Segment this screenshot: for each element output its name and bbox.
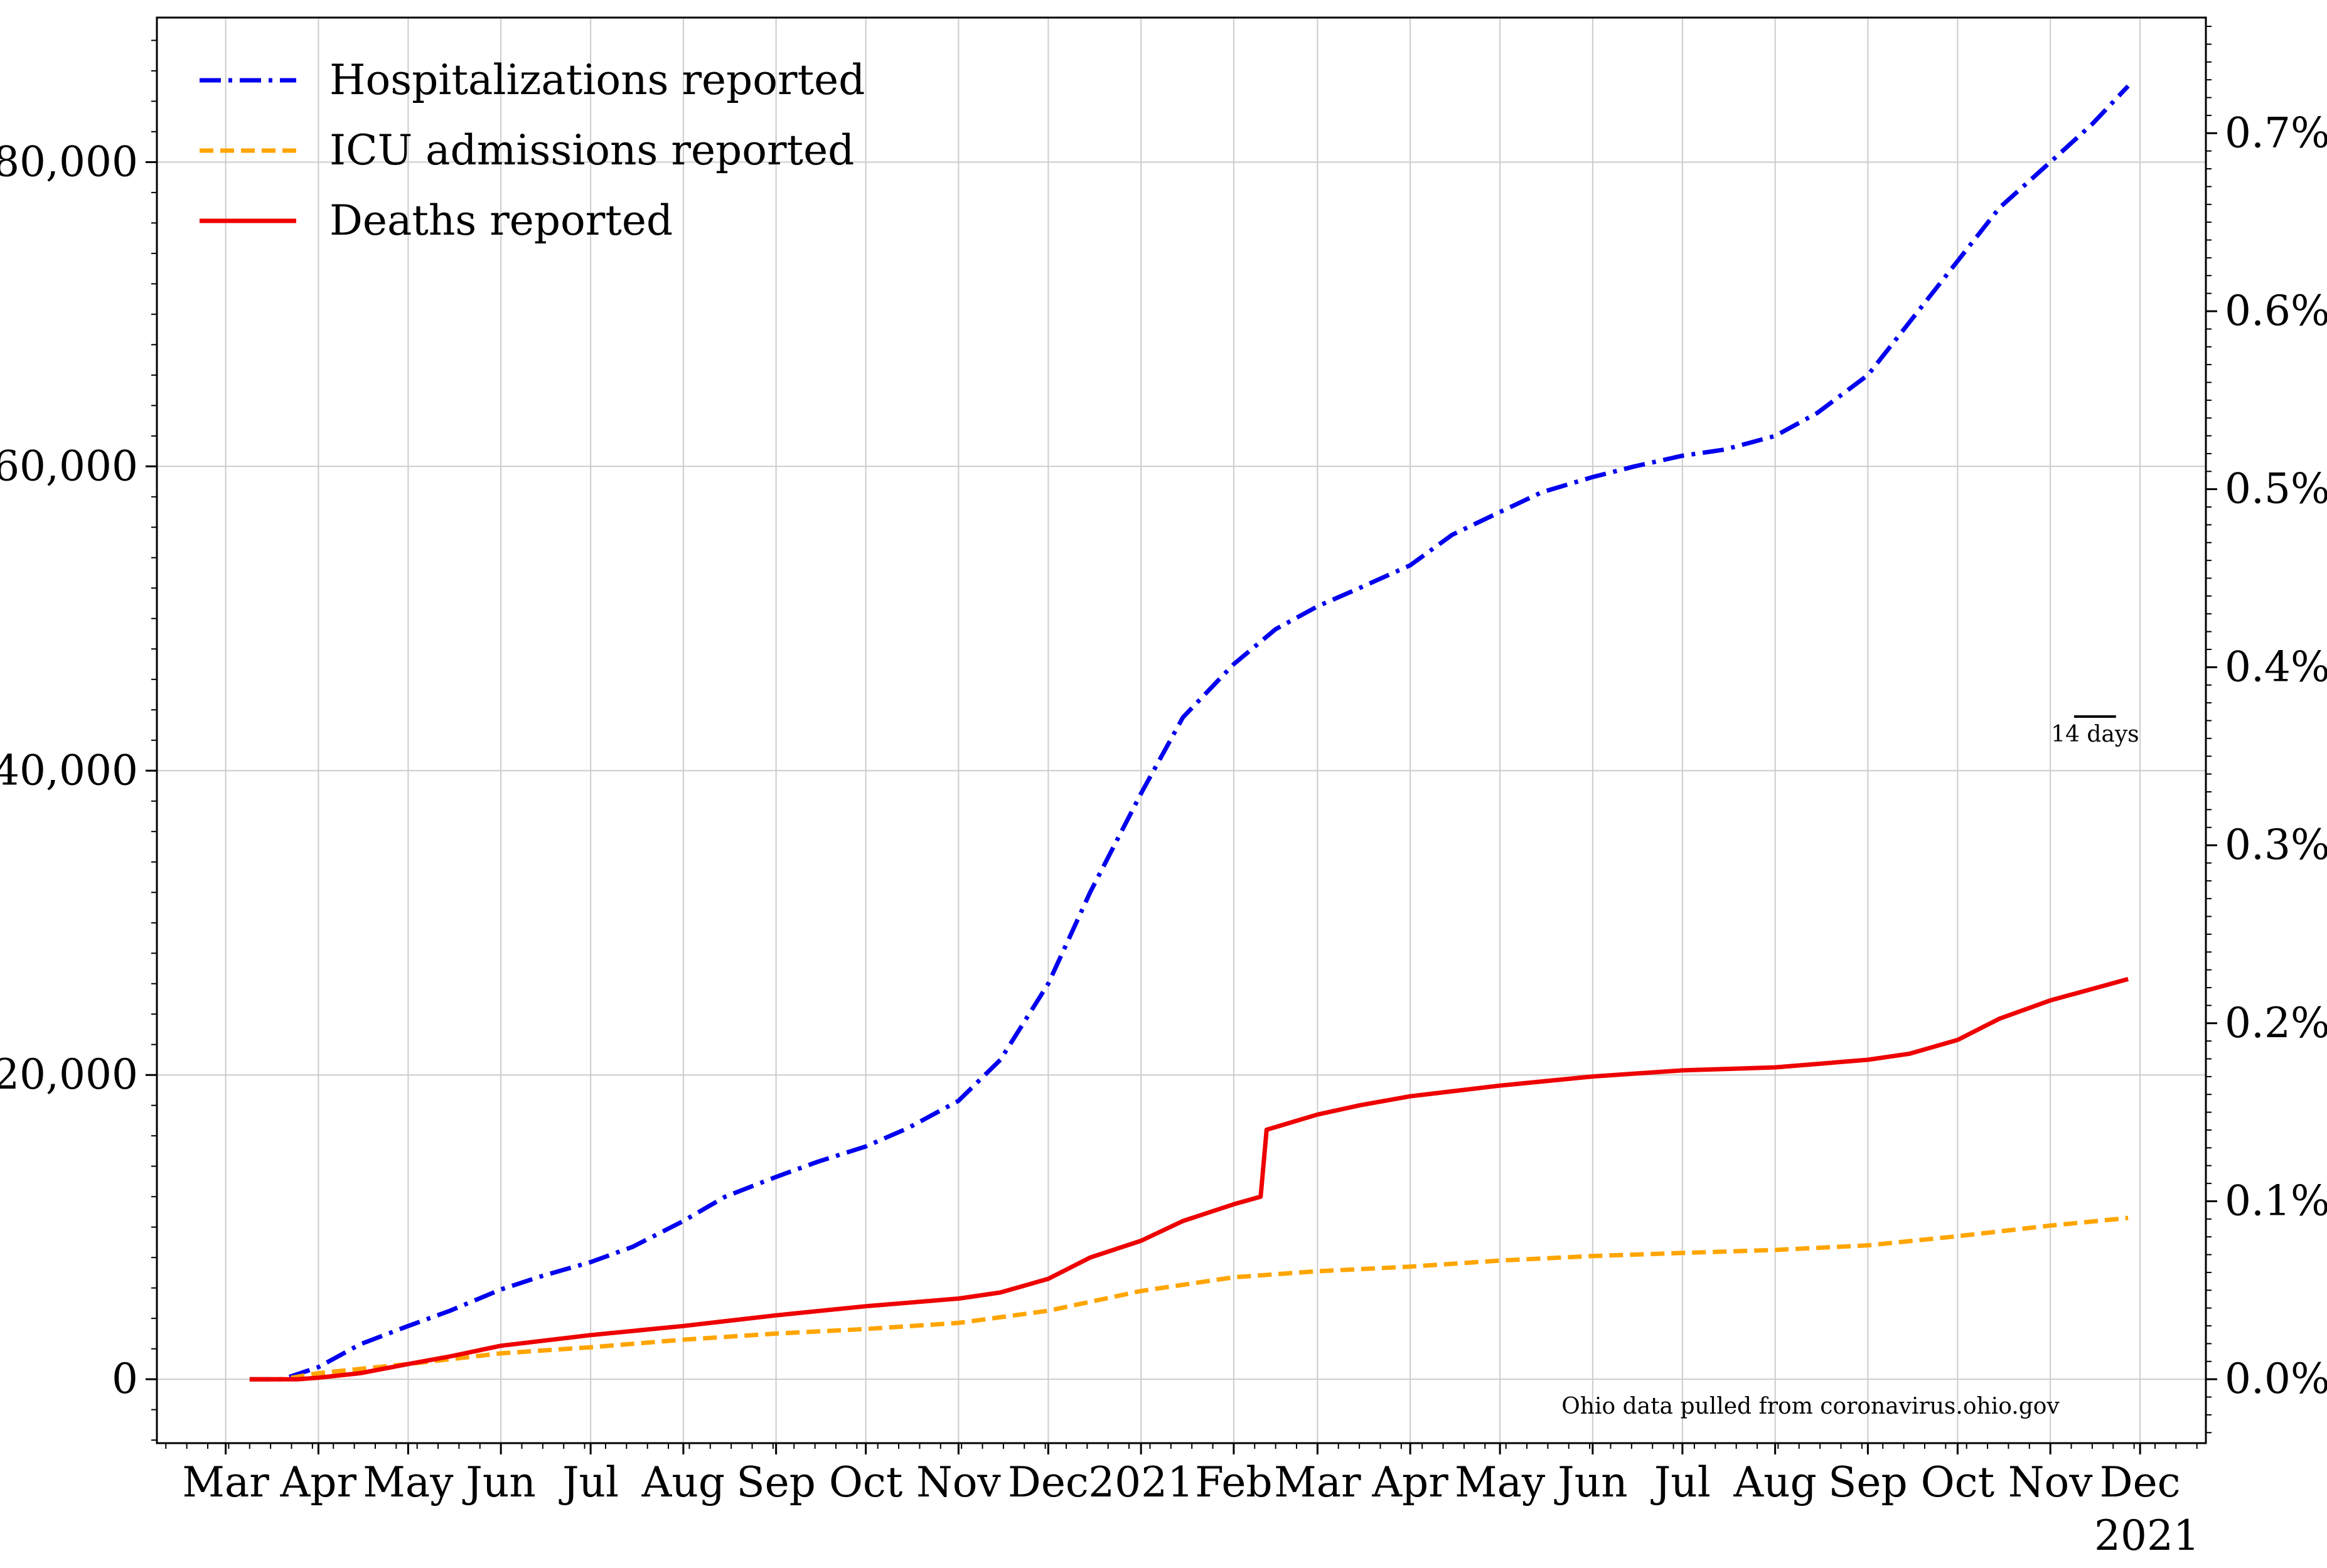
- plot-frame: [156, 16, 2207, 1444]
- y2-tick-label: 0.1%: [2225, 1176, 2327, 1225]
- x-tick-label: 2021: [1088, 1458, 1194, 1507]
- y-tick-label: 80,000: [0, 137, 138, 186]
- series-line: [249, 977, 2129, 1382]
- legend-entry: Deaths reported: [329, 196, 673, 245]
- x-tick-label: Aug: [1733, 1458, 1816, 1507]
- y-tick-label: 40,000: [0, 746, 138, 794]
- x-tick-label: Apr: [280, 1458, 357, 1507]
- scale-bar-label: 14 days: [2051, 722, 2139, 747]
- y-axis-tick-labels: 0 20,000 40,000 60,000 80,000: [0, 137, 138, 1403]
- y2-tick-label: 0.0%: [2225, 1355, 2327, 1403]
- x-tick-label: May: [363, 1458, 454, 1507]
- y-tick-label: 20,000: [0, 1050, 138, 1099]
- x-tick-label: Jun: [1554, 1458, 1627, 1507]
- x-tick-label: Nov: [2008, 1458, 2093, 1507]
- x-tick-label: Sep: [1828, 1458, 1908, 1507]
- y2-tick-label: 0.7%: [2225, 109, 2327, 157]
- grid-lines: [157, 18, 2206, 1443]
- y-tick-label: 0: [112, 1355, 138, 1403]
- y2-axis-tick-labels: 0.0% 0.1% 0.2% 0.3% 0.4% 0.5% 0.6% 0.7%: [2225, 109, 2327, 1403]
- y2-tick-label: 0.2%: [2225, 999, 2327, 1047]
- y2-tick-label: 0.5%: [2225, 465, 2327, 513]
- series-line: [249, 84, 2130, 1382]
- y-tick-label: 60,000: [0, 442, 138, 490]
- y2-tick-label: 0.6%: [2225, 287, 2327, 335]
- x-tick-label: Oct: [1921, 1458, 1995, 1507]
- x-tick-label: Jun: [462, 1458, 535, 1507]
- x-tick-label: Dec: [2100, 1458, 2181, 1507]
- series-line: [249, 1215, 2129, 1382]
- x-tick-label: Mar: [1274, 1458, 1361, 1507]
- source-annotation: Ohio data pulled from coronavirus.ohio.g…: [1561, 1394, 2060, 1419]
- legend-entry: Hospitalizations reported: [329, 56, 865, 104]
- y2-tick-label: 0.3%: [2225, 821, 2327, 869]
- x-tick-label: Feb: [1195, 1458, 1273, 1507]
- axis-ticks: [146, 26, 2217, 1454]
- legend-entry: ICU admissions reported: [329, 126, 854, 174]
- scale-bar: 14 days: [2051, 715, 2139, 747]
- x-tick-label: Jul: [559, 1458, 619, 1507]
- x-tick-label: Jul: [1650, 1458, 1711, 1507]
- x-axis-tick-labels: Mar Apr May Jun Jul Aug Sep Oct Nov Dec 2021 Feb Mar…: [182, 1458, 2180, 1507]
- x-axis-year-offset-label: 2021: [2094, 1512, 2200, 1560]
- y2-tick-label: 0.4%: [2225, 643, 2327, 691]
- series-group: [249, 84, 2130, 1382]
- x-tick-label: Dec: [1008, 1458, 1089, 1507]
- x-tick-label: May: [1455, 1458, 1546, 1507]
- x-tick-label: Mar: [182, 1458, 269, 1507]
- x-tick-label: Sep: [736, 1458, 816, 1507]
- x-tick-label: Aug: [641, 1458, 725, 1507]
- x-tick-label: Apr: [1371, 1458, 1448, 1507]
- x-tick-label: Oct: [829, 1458, 903, 1507]
- legend: Hospitalizations reported ICU admissions …: [200, 56, 865, 245]
- x-tick-label: Nov: [916, 1458, 1001, 1507]
